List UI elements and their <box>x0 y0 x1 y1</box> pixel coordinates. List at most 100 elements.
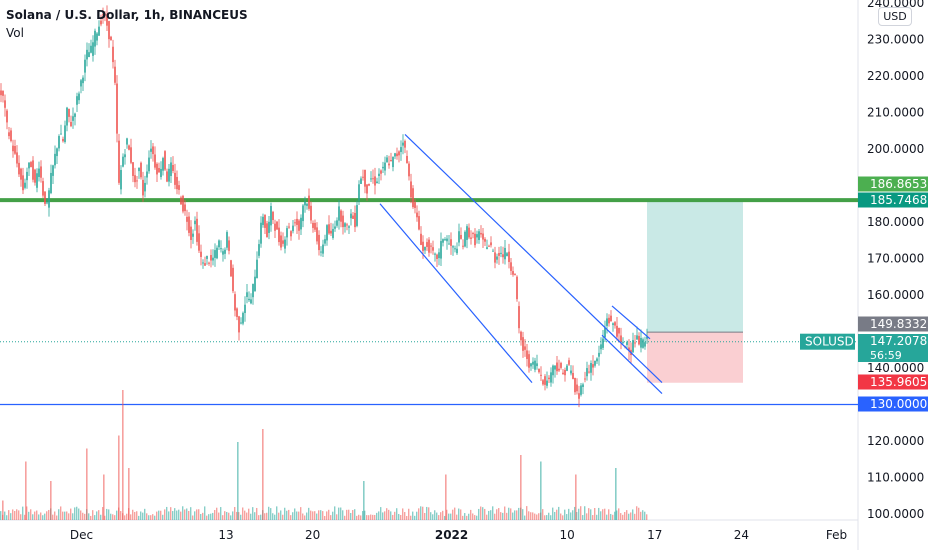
volume-bar <box>612 514 614 520</box>
candle-body <box>132 162 134 176</box>
descending-channel-small-lower <box>601 334 663 394</box>
x-tick-label: 13 <box>218 528 233 542</box>
x-tick-label: 2022 <box>435 528 468 542</box>
volume-label[interactable]: Vol <box>6 26 24 40</box>
candle-body <box>440 241 442 259</box>
candle-body <box>158 168 160 173</box>
volume-bar <box>152 514 154 520</box>
volume-bar <box>146 513 148 520</box>
candle-body <box>166 171 168 182</box>
volume-bar <box>250 513 252 520</box>
volume-bar <box>480 506 482 520</box>
y-tick-label: 220.0000 <box>867 69 924 83</box>
candle-body <box>608 317 610 324</box>
candle-body <box>364 169 366 187</box>
candle-body <box>304 201 306 206</box>
candle-body <box>252 283 254 298</box>
volume-bar <box>618 508 620 520</box>
candle-body <box>192 233 194 237</box>
volume-bar <box>18 510 20 520</box>
volume-bar <box>478 508 480 520</box>
volume-bar <box>542 509 544 520</box>
candle-body <box>196 218 198 242</box>
volume-bar <box>36 510 38 520</box>
volume-bar <box>252 507 254 520</box>
candle-body <box>266 223 268 238</box>
volume-bar <box>354 509 356 520</box>
candle-body <box>560 362 562 368</box>
candle-body <box>240 322 242 324</box>
volume-bar <box>578 508 580 520</box>
volume-bar <box>30 509 32 520</box>
volume-bar <box>426 506 428 520</box>
volume-bar <box>144 508 146 520</box>
candle-body <box>460 234 462 239</box>
candle-body <box>418 216 420 230</box>
volume-bar <box>314 511 316 520</box>
candle-body <box>488 245 490 247</box>
candle-body <box>594 360 596 366</box>
candle-body <box>2 91 4 96</box>
candle-body <box>342 215 344 228</box>
volume-bar <box>120 511 122 520</box>
candle-body <box>468 227 470 238</box>
candle-body <box>174 172 176 185</box>
volume-bar <box>492 506 494 520</box>
candle-body <box>130 147 132 163</box>
candle-body <box>334 226 336 229</box>
candle-body <box>450 239 452 246</box>
volume-bar <box>558 506 560 520</box>
candle-body <box>40 166 42 178</box>
candle-body <box>182 195 184 212</box>
volume-bar <box>530 512 532 520</box>
volume-spike <box>520 455 522 520</box>
candle-body <box>466 226 468 240</box>
volume-bar <box>304 515 306 520</box>
volume-bar <box>616 510 618 520</box>
y-tick-label: 210.0000 <box>867 106 924 120</box>
volume-bar <box>408 508 410 520</box>
volume-bar <box>570 512 572 520</box>
candle-body <box>362 176 364 178</box>
price-tag-bg <box>858 192 928 208</box>
price-tag-label: 149.8332 <box>870 317 927 331</box>
volume-bar <box>178 509 180 520</box>
volume-spike <box>363 481 365 520</box>
volume-bar <box>134 511 136 520</box>
candle-body <box>100 20 102 25</box>
symbol-title[interactable]: Solana / U.S. Dollar, 1h, BINANCEUS <box>6 8 248 22</box>
price-tag-label: 185.7468 <box>870 193 927 207</box>
volume-bar <box>360 515 362 520</box>
volume-bar <box>294 508 296 520</box>
volume-bar <box>234 506 236 520</box>
volume-bar <box>10 513 12 520</box>
candle-body <box>120 170 122 190</box>
candle-body <box>10 130 12 141</box>
volume-bar <box>198 509 200 520</box>
candle-body <box>146 171 148 178</box>
volume-bar <box>486 514 488 520</box>
candle-body <box>598 352 600 357</box>
candle-body <box>274 223 276 231</box>
candle-body <box>472 233 474 235</box>
volume-bar <box>482 507 484 520</box>
volume-bar <box>54 511 56 520</box>
volume-bar <box>316 513 318 520</box>
candle-body <box>22 175 24 191</box>
candle-body <box>620 335 622 342</box>
volume-bar <box>484 508 486 520</box>
currency-button[interactable]: USD <box>878 7 912 26</box>
candle-body <box>294 222 296 224</box>
volume-bar <box>184 509 186 520</box>
volume-bar <box>476 515 478 520</box>
candle-body <box>622 341 624 343</box>
candle-body <box>438 252 440 259</box>
volume-bar <box>100 514 102 520</box>
candle-body <box>140 162 142 178</box>
volume-bar <box>286 510 288 520</box>
candle-body <box>542 380 544 385</box>
candle-body <box>172 165 174 171</box>
volume-bar <box>182 506 184 520</box>
